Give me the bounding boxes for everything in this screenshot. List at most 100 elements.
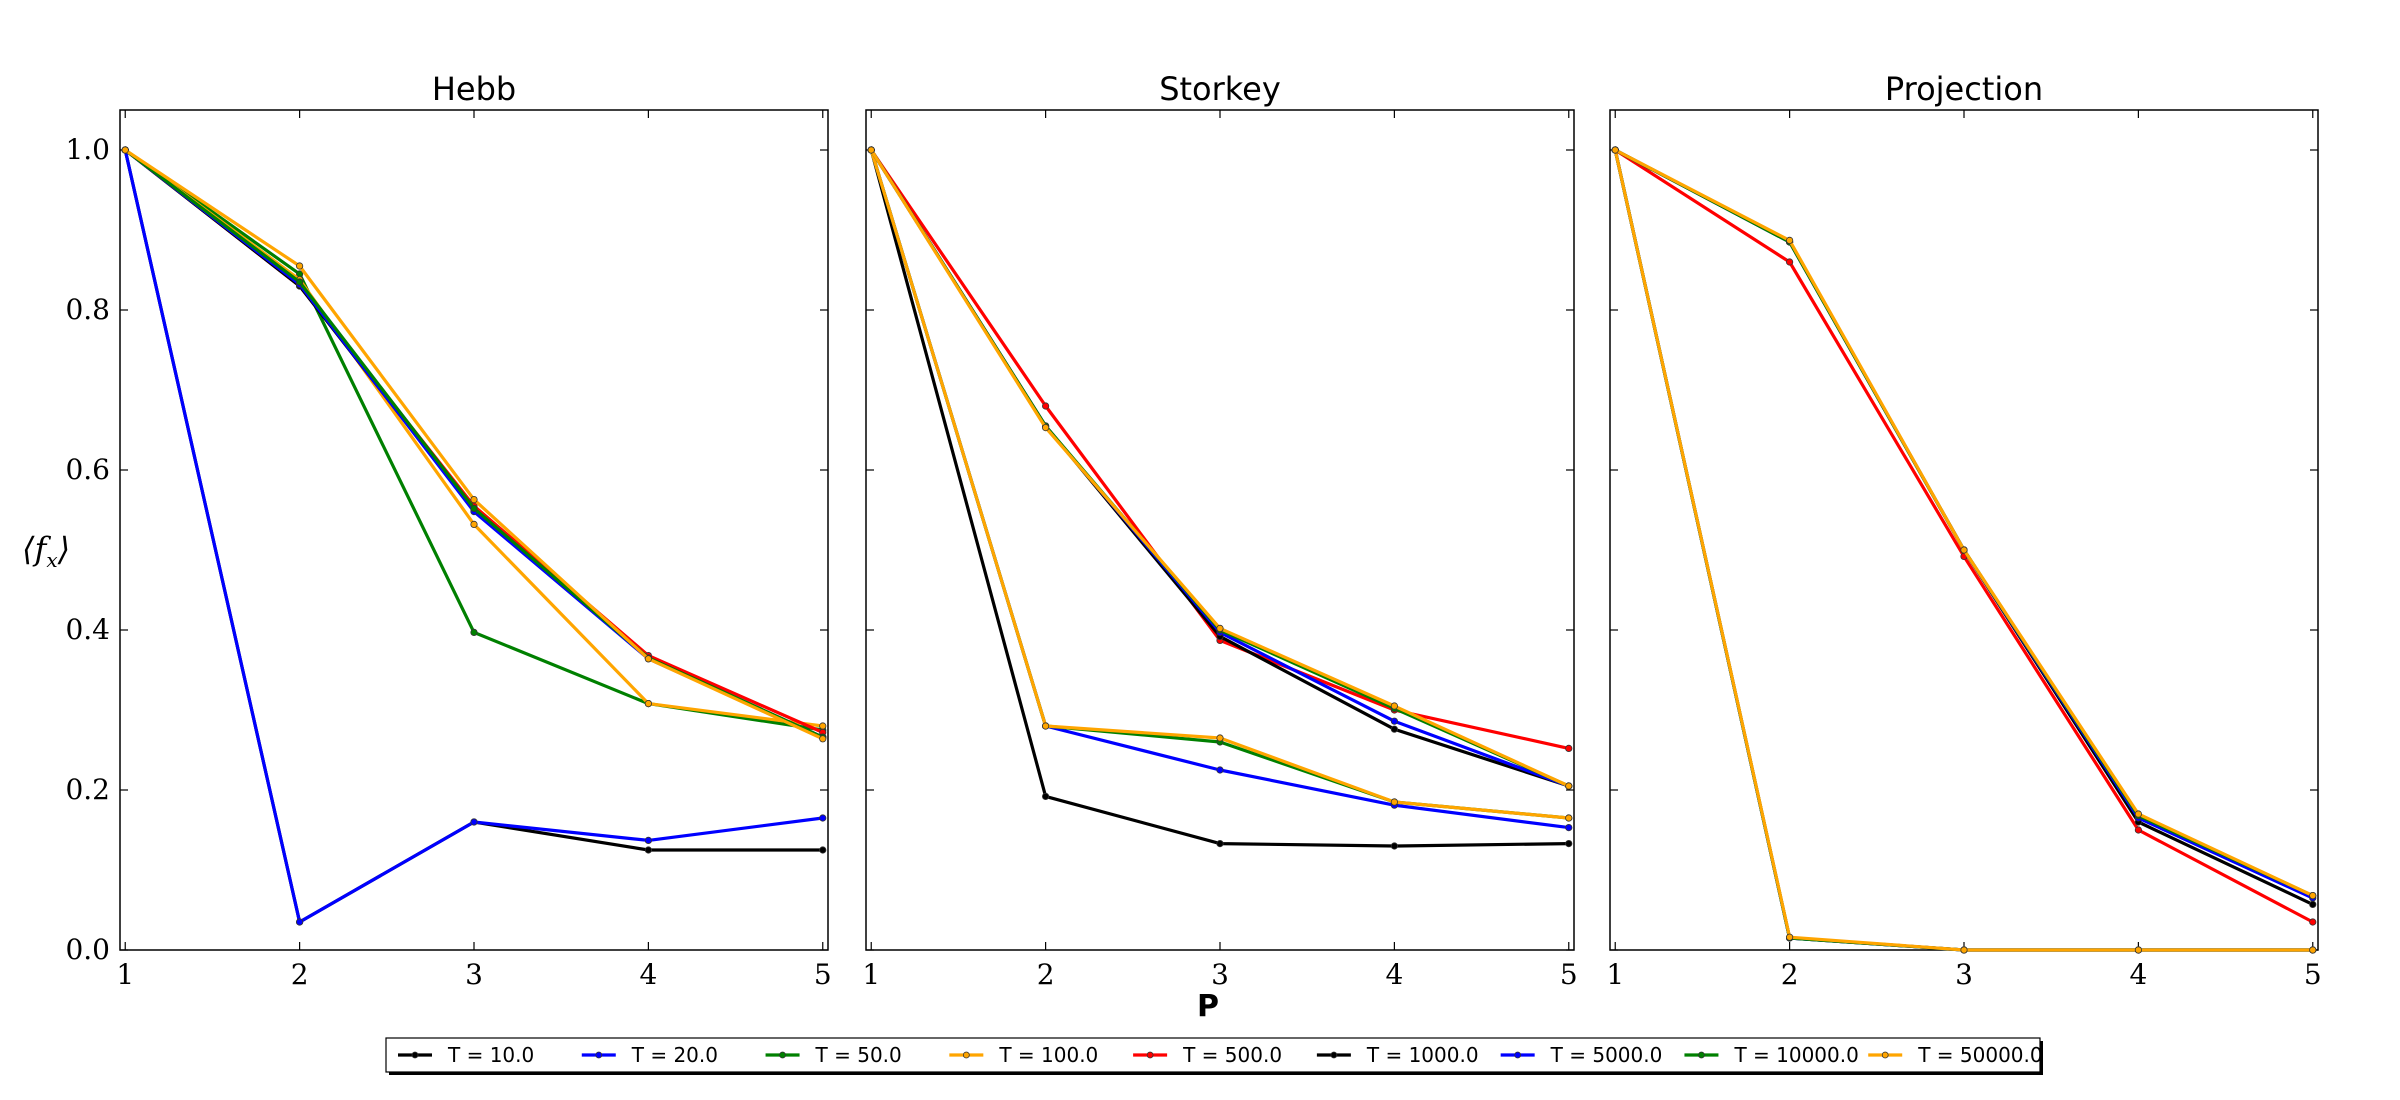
y-axis-label-sub: x bbox=[46, 548, 57, 572]
data-point bbox=[644, 699, 652, 708]
plot-frame bbox=[1609, 109, 2319, 951]
data-point bbox=[1390, 842, 1398, 850]
x-tick-label: 1 bbox=[862, 958, 880, 991]
legend-label: T = 50000.0 bbox=[1917, 1043, 2042, 1067]
x-tick-label: 1 bbox=[1606, 958, 1624, 991]
y-axis-label: ⟨fx⟩ bbox=[22, 530, 70, 572]
legend-label: T = 100.0 bbox=[998, 1043, 1098, 1067]
data-point bbox=[1042, 722, 1050, 730]
data-point bbox=[819, 735, 827, 743]
data-point bbox=[644, 655, 652, 663]
data-point bbox=[2134, 810, 2142, 818]
data-point bbox=[1565, 744, 1573, 753]
legend-swatch-marker bbox=[1146, 1051, 1154, 1059]
data-point bbox=[1216, 766, 1224, 774]
data-point bbox=[121, 146, 129, 154]
data-point bbox=[470, 495, 478, 504]
data-point bbox=[1042, 792, 1050, 801]
data-point bbox=[296, 262, 304, 270]
data-point bbox=[819, 722, 827, 730]
x-tick-label: 3 bbox=[465, 958, 483, 991]
panel-storkey: Storkey 1 2 3 4 5 bbox=[862, 70, 1577, 991]
data-point bbox=[1565, 782, 1573, 790]
data-point bbox=[1786, 258, 1794, 266]
y-tick-label: 0.6 bbox=[65, 453, 110, 486]
x-tick-label: 1 bbox=[116, 958, 134, 991]
legend-label: T = 10000.0 bbox=[1733, 1043, 1858, 1067]
y-tick-label: 0.8 bbox=[65, 293, 110, 326]
data-point bbox=[296, 278, 304, 286]
data-point bbox=[2134, 826, 2142, 834]
panel-title: Projection bbox=[1885, 70, 2043, 108]
panel-title: Storkey bbox=[1159, 70, 1281, 108]
data-point bbox=[2134, 946, 2142, 954]
x-tick-label: 3 bbox=[1211, 958, 1229, 991]
y-tick-label: 0.0 bbox=[65, 933, 110, 966]
legend-label: T = 1000.0 bbox=[1366, 1043, 1479, 1067]
legend-swatch-marker bbox=[595, 1051, 603, 1059]
y-axis-label-close: ⟩ bbox=[57, 530, 70, 568]
y-tick-label: 0.2 bbox=[65, 773, 110, 806]
data-point bbox=[1611, 146, 1619, 154]
plot-frame bbox=[119, 109, 829, 951]
data-point bbox=[1042, 402, 1050, 410]
x-tick-label: 5 bbox=[814, 958, 832, 991]
data-point bbox=[1216, 734, 1224, 742]
x-tick-label: 5 bbox=[1560, 958, 1578, 991]
data-point bbox=[1960, 546, 1968, 554]
data-point bbox=[1216, 624, 1224, 633]
x-tick-label: 2 bbox=[1781, 958, 1799, 991]
data-point bbox=[644, 836, 652, 845]
legend-box bbox=[385, 1037, 2041, 1073]
legend-swatch-marker bbox=[411, 1051, 419, 1059]
data-point bbox=[2309, 900, 2317, 909]
legend-swatch-marker bbox=[962, 1051, 970, 1059]
data-point bbox=[1565, 839, 1573, 848]
panel-title: Hebb bbox=[432, 70, 516, 108]
data-point bbox=[470, 628, 478, 637]
panel-projection: Projection 1 2 3 4 5 bbox=[1606, 70, 2321, 991]
legend: T = 10.0 T = 20.0 T = 50.0 T = 100.0 T = 500… bbox=[385, 1037, 2043, 1075]
data-point bbox=[819, 846, 827, 854]
data-point bbox=[296, 918, 304, 926]
data-point bbox=[1786, 236, 1794, 244]
data-point bbox=[470, 818, 478, 826]
legend-swatch-marker bbox=[1698, 1051, 1705, 1059]
x-tick-label: 5 bbox=[2304, 958, 2322, 991]
data-point bbox=[1390, 717, 1398, 725]
x-tick-label: 2 bbox=[1037, 958, 1055, 991]
x-tick-label: 4 bbox=[639, 958, 657, 991]
data-point bbox=[1565, 823, 1573, 832]
x-tick-label: 2 bbox=[291, 958, 309, 991]
x-tick-label: 3 bbox=[1955, 958, 1973, 991]
legend-label: T = 20.0 bbox=[631, 1043, 718, 1067]
x-axis-label: P bbox=[1197, 989, 1219, 1024]
data-point bbox=[1565, 814, 1573, 822]
data-point bbox=[1390, 725, 1398, 733]
data-point bbox=[1390, 798, 1398, 806]
data-point bbox=[644, 846, 652, 854]
y-tick-label: 0.4 bbox=[65, 613, 110, 646]
y-tick-label: 1.0 bbox=[65, 133, 110, 166]
data-point bbox=[1390, 702, 1398, 710]
data-point bbox=[867, 146, 875, 154]
legend-label: T = 10.0 bbox=[447, 1043, 534, 1067]
data-point bbox=[1960, 946, 1968, 954]
legend-label: T = 500.0 bbox=[1182, 1043, 1282, 1067]
panel-hebb: Hebb 0.0 0.2 0.4 0.6 0.8 1.0 1 2 3 4 5 bbox=[65, 70, 831, 991]
legend-swatch-marker bbox=[779, 1051, 786, 1059]
data-point bbox=[819, 814, 827, 822]
legend-label: T = 5000.0 bbox=[1550, 1043, 1663, 1067]
legend-swatch-marker bbox=[1330, 1051, 1338, 1059]
legend-label: T = 50.0 bbox=[815, 1043, 902, 1067]
data-point bbox=[1042, 423, 1050, 432]
x-tick-label: 4 bbox=[1385, 958, 1403, 991]
data-point bbox=[1786, 933, 1794, 941]
x-tick-label: 4 bbox=[2129, 958, 2147, 991]
data-point bbox=[2309, 918, 2317, 926]
legend-swatch-marker bbox=[1881, 1051, 1889, 1059]
data-point bbox=[2309, 891, 2317, 900]
data-point bbox=[470, 504, 478, 512]
